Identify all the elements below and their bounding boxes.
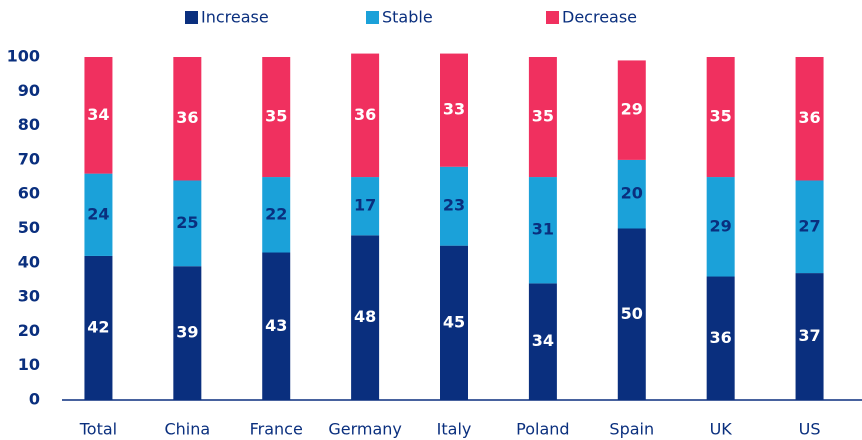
bar-segment xyxy=(440,53,468,167)
legend-swatch xyxy=(546,11,559,24)
bar-segment xyxy=(173,180,202,267)
value-label: 29 xyxy=(621,100,643,119)
value-label: 39 xyxy=(176,323,198,342)
x-tick-label: Total xyxy=(79,420,117,439)
bar-segment xyxy=(617,60,646,160)
value-label: 42 xyxy=(87,317,109,336)
y-tick-label: 10 xyxy=(18,355,40,374)
value-label: 35 xyxy=(710,107,732,126)
y-tick-label: 30 xyxy=(18,287,40,306)
x-tick-label: US xyxy=(799,420,821,439)
bar-segment xyxy=(351,177,380,236)
y-tick-label: 20 xyxy=(18,321,40,340)
y-tick-label: 40 xyxy=(18,252,40,271)
value-label: 48 xyxy=(354,307,376,326)
value-label: 35 xyxy=(265,107,287,126)
value-label: 43 xyxy=(265,316,287,335)
value-label: 34 xyxy=(532,331,554,350)
bar-segment xyxy=(440,166,468,246)
value-label: 25 xyxy=(176,213,198,232)
value-label: 35 xyxy=(532,107,554,126)
value-label: 24 xyxy=(87,204,109,223)
bar-segment xyxy=(617,228,646,400)
x-tick-label: Spain xyxy=(609,420,654,439)
value-label: 20 xyxy=(621,184,643,203)
bar-segment xyxy=(84,255,113,400)
legend-swatch xyxy=(185,11,198,24)
bar-segment xyxy=(706,177,735,277)
value-label: 45 xyxy=(443,312,465,331)
bar-segment xyxy=(262,57,291,178)
bar-segment xyxy=(617,159,646,229)
legend-label: Increase xyxy=(201,8,269,27)
y-tick-label: 60 xyxy=(18,184,40,203)
bar-segment xyxy=(706,57,735,178)
y-tick-label: 70 xyxy=(18,149,40,168)
bar-segment xyxy=(84,57,113,174)
bar-segment xyxy=(706,276,735,400)
x-tick-label: China xyxy=(164,420,210,439)
value-label: 17 xyxy=(354,196,376,215)
bar-segment xyxy=(528,57,557,178)
x-tick-label: Poland xyxy=(516,420,569,439)
x-tick-label: UK xyxy=(710,420,733,439)
value-label: 36 xyxy=(710,328,732,347)
bar-segment xyxy=(262,252,291,400)
bar-segment xyxy=(795,180,824,274)
bar-segment xyxy=(173,57,202,181)
value-label: 36 xyxy=(176,108,198,127)
bar-segment xyxy=(795,273,824,400)
legend-label: Stable xyxy=(382,8,433,27)
y-tick-label: 0 xyxy=(29,390,40,409)
value-label: 29 xyxy=(710,216,732,235)
value-label: 50 xyxy=(621,304,643,323)
bar-segment xyxy=(173,266,202,400)
x-tick-label: Germany xyxy=(328,420,402,439)
bar-segment xyxy=(351,235,380,400)
value-label: 36 xyxy=(354,105,376,124)
y-tick-label: 90 xyxy=(18,81,40,100)
bar-segment xyxy=(351,53,380,178)
value-label: 34 xyxy=(87,105,109,124)
value-label: 31 xyxy=(532,220,554,239)
y-tick-label: 80 xyxy=(18,115,40,134)
bar-segment xyxy=(262,177,291,253)
value-label: 36 xyxy=(798,108,820,127)
y-tick-label: 100 xyxy=(7,47,40,66)
legend-label: Decrease xyxy=(562,8,637,27)
bar-segment xyxy=(795,57,824,181)
value-label: 33 xyxy=(443,100,465,119)
value-label: 23 xyxy=(443,196,465,215)
x-tick-label: Italy xyxy=(437,420,472,439)
legend-swatch xyxy=(366,11,379,24)
value-label: 22 xyxy=(265,204,287,223)
bar-segment xyxy=(84,173,113,256)
x-tick-label: France xyxy=(250,420,303,439)
value-label: 37 xyxy=(798,326,820,345)
value-label: 27 xyxy=(798,216,820,235)
bar-segment xyxy=(528,283,557,400)
bar-segment xyxy=(440,245,468,400)
bar-segment xyxy=(528,177,557,284)
y-tick-label: 50 xyxy=(18,218,40,237)
